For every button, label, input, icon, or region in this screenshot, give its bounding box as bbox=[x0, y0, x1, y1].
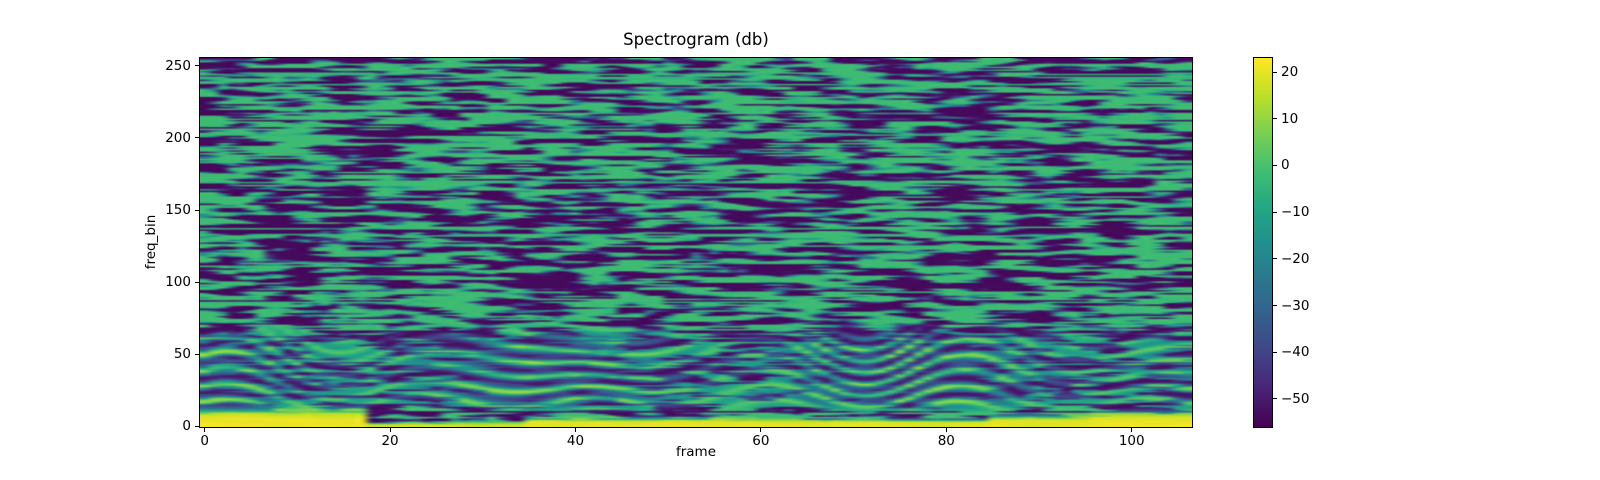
x-tick-mark bbox=[760, 428, 762, 432]
colorbar-tick-mark bbox=[1273, 164, 1277, 166]
y-tick-mark bbox=[195, 281, 199, 283]
x-tick-label: 40 bbox=[566, 433, 585, 449]
x-tick-mark bbox=[389, 428, 391, 432]
colorbar-tick-mark bbox=[1273, 211, 1277, 213]
y-tick-mark bbox=[195, 209, 199, 211]
x-tick-mark bbox=[1131, 428, 1133, 432]
colorbar-tick-mark bbox=[1273, 398, 1277, 400]
x-tick-label: 100 bbox=[1118, 433, 1145, 449]
plot-title: Spectrogram (db) bbox=[623, 30, 769, 49]
colorbar-tick-label: 10 bbox=[1281, 110, 1299, 127]
colorbar-tick-label: 20 bbox=[1281, 64, 1299, 80]
y-tick-mark bbox=[195, 353, 199, 355]
colorbar-tick-label: −50 bbox=[1281, 390, 1310, 407]
y-tick-label: 250 bbox=[165, 57, 191, 74]
spectrogram-heatmap bbox=[200, 58, 1192, 427]
y-tick-label: 150 bbox=[165, 202, 191, 219]
x-tick-mark bbox=[574, 428, 576, 432]
colorbar-tick-label: −40 bbox=[1281, 344, 1310, 361]
colorbar-tick-label: −30 bbox=[1281, 297, 1310, 314]
x-tick-label: 20 bbox=[381, 433, 399, 449]
x-tick-label: 80 bbox=[937, 433, 955, 449]
y-tick-label: 50 bbox=[173, 346, 191, 363]
colorbar-tick-mark bbox=[1273, 71, 1277, 73]
x-axis-label: frame bbox=[675, 444, 717, 460]
y-tick-label: 0 bbox=[182, 418, 191, 435]
colorbar-tick-label: −20 bbox=[1281, 250, 1310, 267]
y-tick-mark bbox=[195, 65, 199, 67]
x-tick-mark bbox=[204, 428, 206, 432]
colorbar-tick-mark bbox=[1273, 118, 1277, 120]
y-tick-mark bbox=[195, 425, 199, 427]
colorbar-tick-mark bbox=[1273, 351, 1277, 353]
colorbar-tick-mark bbox=[1273, 305, 1277, 307]
x-tick-mark bbox=[945, 428, 947, 432]
y-tick-label: 100 bbox=[165, 274, 191, 291]
y-tick-mark bbox=[195, 137, 199, 139]
colorbar-gradient bbox=[1254, 58, 1272, 427]
x-tick-label: 60 bbox=[752, 433, 770, 449]
colorbar-tick-label: 0 bbox=[1281, 157, 1290, 174]
y-tick-label: 200 bbox=[165, 129, 191, 146]
x-tick-label: 0 bbox=[200, 433, 209, 449]
colorbar-tick-mark bbox=[1273, 258, 1277, 260]
y-axis-label: freq_bin bbox=[143, 214, 159, 270]
colorbar-tick-label: −10 bbox=[1281, 204, 1310, 221]
